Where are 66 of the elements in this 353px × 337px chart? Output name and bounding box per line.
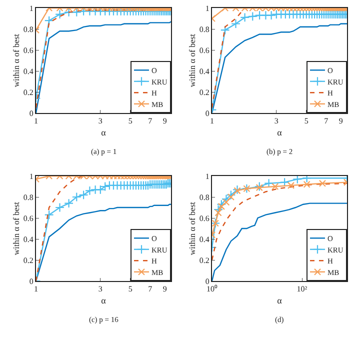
- x-tick-label: 7: [148, 284, 152, 294]
- y-tick-label: 0: [205, 276, 210, 286]
- text: (b) p = 2: [266, 147, 293, 156]
- x-tick-label: 7: [324, 116, 328, 126]
- y-axis-title: within α of best: [186, 33, 197, 88]
- y-tick-label: 0.8: [199, 24, 210, 34]
- y-tick-label: 0: [205, 108, 210, 118]
- legend-label: MB: [152, 100, 164, 109]
- x-tick-label: 3: [98, 284, 102, 294]
- legend-label: MB: [328, 268, 340, 277]
- y-tick-label: 0.4: [23, 234, 34, 244]
- y-tick-label: 0.4: [199, 234, 210, 244]
- legend-label: O: [328, 234, 334, 244]
- y-tick-label: 0.4: [23, 66, 34, 76]
- legend-label: H: [328, 256, 334, 266]
- text: (c) p = 16: [88, 315, 119, 324]
- legend-label: MB: [152, 268, 164, 277]
- x-tick-label: 10²: [296, 284, 308, 294]
- x-tick-label: 9: [162, 284, 167, 294]
- y-tick-label: 0.8: [199, 192, 210, 202]
- x-tick-label: 3: [98, 116, 102, 126]
- legend-label: O: [152, 66, 158, 76]
- x-tick-label: 5: [128, 116, 132, 126]
- text: (a) p = 1: [90, 147, 117, 156]
- legend-label: KRU: [152, 245, 168, 254]
- y-tick-label: 0.6: [199, 214, 210, 223]
- x-tick-label: 3: [274, 116, 278, 126]
- y-tick-label: 1: [29, 172, 34, 181]
- legend-label: KRU: [152, 77, 168, 86]
- x-axis-title: α: [101, 127, 106, 138]
- y-tick-label: 0.8: [23, 24, 34, 34]
- y-axis-title: within α of best: [10, 33, 21, 88]
- y-tick-label: 1: [29, 4, 34, 13]
- x-axis-title: α: [101, 295, 106, 306]
- y-tick-label: 0.2: [199, 256, 210, 265]
- y-tick-label: 0.4: [199, 66, 210, 76]
- text: (d): [275, 315, 284, 324]
- legend-label: MB: [328, 100, 340, 109]
- x-axis-title: α: [277, 295, 282, 306]
- legend-label: KRU: [328, 245, 344, 254]
- y-tick-label: 1: [205, 4, 210, 13]
- y-tick-label: 0: [29, 276, 34, 286]
- x-tick-label: 9: [338, 116, 343, 126]
- legend-label: H: [152, 88, 158, 98]
- x-tick-label: 5: [304, 116, 308, 126]
- y-axis-title: within α of best: [186, 201, 197, 256]
- legend-label: H: [152, 256, 158, 266]
- x-tick-label: 5: [128, 284, 132, 294]
- x-tick-label: 10⁰: [206, 284, 218, 294]
- legend-label: O: [328, 66, 334, 76]
- y-axis-title: within α of best: [10, 201, 21, 256]
- y-tick-label: 0.6: [23, 46, 34, 55]
- y-tick-label: 0: [29, 108, 34, 118]
- x-axis-title: α: [277, 127, 282, 138]
- legend-label: O: [152, 234, 158, 244]
- y-tick-label: 0.2: [23, 256, 34, 265]
- legend-label: H: [328, 88, 334, 98]
- y-tick-label: 0.6: [199, 46, 210, 55]
- y-tick-label: 0.6: [23, 214, 34, 223]
- y-tick-label: 0.2: [23, 88, 34, 97]
- legend-label: KRU: [328, 77, 344, 86]
- y-tick-label: 0.2: [199, 88, 210, 97]
- y-tick-label: 1: [205, 172, 210, 181]
- y-tick-label: 0.8: [23, 192, 34, 202]
- x-tick-label: 7: [148, 116, 152, 126]
- x-tick-label: 9: [162, 116, 167, 126]
